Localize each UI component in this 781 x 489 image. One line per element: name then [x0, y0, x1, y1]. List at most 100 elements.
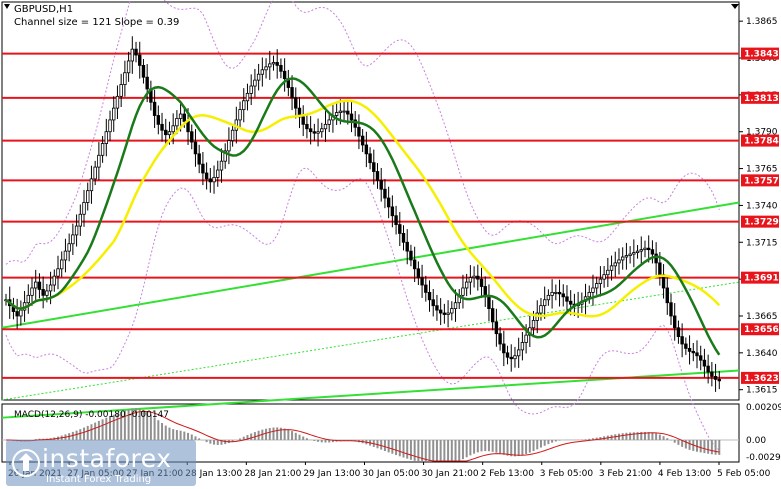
upper-band-line — [5, 0, 720, 265]
candle-body — [323, 123, 328, 130]
candle-body — [19, 309, 23, 317]
level-price-label: 1.3656 — [744, 325, 779, 335]
candle-body — [86, 190, 90, 203]
candle-body — [275, 62, 279, 66]
candle-body — [67, 243, 71, 252]
candle-body — [691, 350, 695, 354]
candle-body — [123, 72, 127, 85]
time-axis-tick-label: 3 Feb 21:00 — [599, 469, 653, 479]
candle-body — [93, 166, 97, 180]
candle-body — [156, 115, 161, 125]
candle-body — [349, 113, 354, 121]
candle-body — [546, 294, 551, 301]
level-price-label-box — [741, 323, 779, 336]
candle-body — [695, 352, 699, 357]
candle-body — [461, 287, 465, 296]
instaforex-tagline: Instant Forex Trading — [46, 474, 152, 485]
candle-body — [505, 352, 510, 358]
candle-body — [624, 255, 629, 258]
level-price-label-box — [741, 215, 779, 228]
symbol-menu-arrow-icon — [4, 4, 10, 9]
candle-body — [383, 188, 387, 199]
candle-body — [360, 135, 365, 146]
candle-body — [632, 252, 636, 255]
level-price-label: 1.3784 — [744, 137, 779, 147]
candle-body — [126, 60, 131, 74]
candle-body — [472, 275, 476, 279]
candle-body — [34, 281, 38, 289]
price-axis-tick-label: 1.3740 — [746, 201, 778, 211]
candle-body — [713, 376, 718, 380]
candle-body — [268, 63, 272, 68]
candle-body — [63, 250, 68, 261]
level-price-label: 1.3691 — [744, 274, 779, 284]
candle-body — [420, 277, 424, 286]
candle-body — [264, 66, 268, 71]
candle-body — [676, 327, 681, 338]
candle-body — [204, 172, 209, 180]
candle-body — [104, 131, 109, 144]
candle-body — [561, 293, 565, 298]
candle-body — [320, 128, 324, 133]
candle-body — [56, 268, 60, 277]
candle-body — [699, 355, 703, 361]
candle-body — [141, 64, 146, 78]
candle-body — [245, 92, 250, 102]
candle-body — [446, 312, 450, 315]
price-axis-tick-label: 1.3765 — [746, 165, 778, 175]
candle-body — [665, 287, 669, 304]
slow-moving-average-line — [5, 99, 721, 318]
channel-indicator-label: Channel size = 121 Slope = 0.39 — [14, 17, 180, 28]
level-price-label-box — [741, 47, 779, 60]
price-axis-tick-label: 1.3640 — [746, 349, 778, 359]
candle-body — [487, 296, 491, 310]
candle-body — [490, 308, 495, 323]
candle-body — [372, 162, 376, 172]
candle-body — [97, 154, 101, 168]
level-price-label: 1.3729 — [744, 218, 779, 228]
time-axis-tick-label: 29 Jan 13:00 — [303, 469, 360, 479]
candle-body — [706, 365, 710, 373]
candle-body — [717, 378, 721, 382]
candle-body — [702, 359, 707, 367]
candle-body — [394, 215, 398, 225]
candle-body — [238, 109, 242, 121]
price-axis-tick-label: 1.3865 — [746, 17, 778, 27]
macd-pane-frame — [1, 403, 740, 463]
macd-axis-tick-label: 0.00 — [746, 436, 766, 446]
candle-body — [502, 343, 506, 354]
candle-body — [591, 287, 595, 293]
candle-body — [594, 283, 599, 289]
candle-body — [554, 291, 558, 294]
candle-body — [390, 206, 395, 217]
candle-body — [175, 118, 179, 127]
level-price-label: 1.3813 — [744, 94, 779, 104]
candle-body — [219, 160, 224, 171]
candle-body — [89, 178, 94, 192]
candle-body — [516, 349, 521, 357]
candle-body — [602, 274, 606, 280]
time-axis-tick-label: 3 Feb 05:00 — [540, 469, 594, 479]
candle-body — [412, 259, 417, 270]
candle-body — [305, 123, 309, 130]
candle-body — [45, 290, 49, 296]
price-axis-tick-label: 1.3615 — [746, 386, 778, 396]
candle-body — [216, 169, 220, 178]
candle-body — [684, 343, 688, 349]
candle-body — [524, 334, 528, 343]
candle-body — [301, 116, 305, 125]
candle-body — [357, 126, 361, 137]
candle-body — [167, 131, 172, 136]
time-axis-tick-label: 4 Feb 13:00 — [658, 469, 712, 479]
candle-body — [509, 356, 513, 360]
candle-body — [26, 294, 30, 304]
candle-body — [171, 125, 175, 133]
candle-body — [30, 287, 34, 296]
candle-body — [60, 259, 64, 270]
candle-body — [164, 129, 168, 136]
candle-body — [531, 319, 536, 329]
candle-body — [41, 289, 45, 296]
candle-body — [100, 143, 105, 156]
